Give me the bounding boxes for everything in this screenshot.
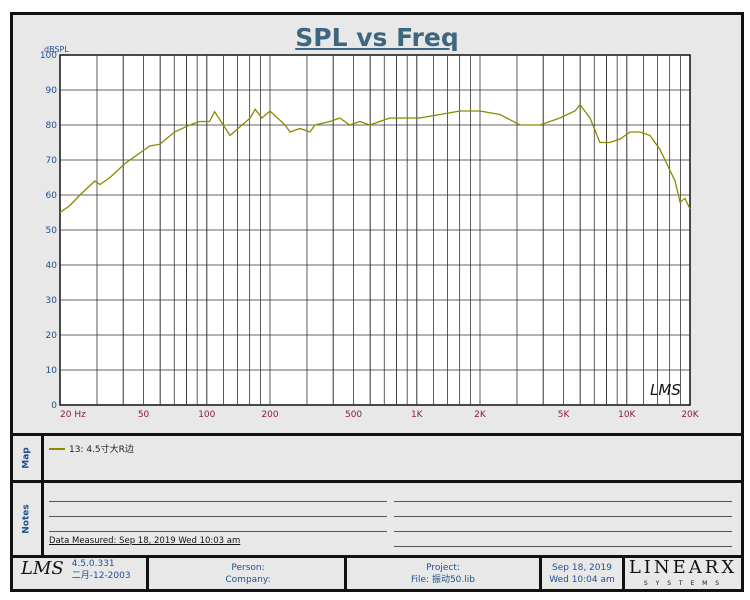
x-tick-label: 5K bbox=[558, 410, 571, 420]
x-tick-label: 20 Hz bbox=[60, 410, 86, 420]
y-tick-label: 90 bbox=[46, 86, 58, 96]
data-measured: Data Measured: Sep 18, 2019 Wed 10:03 am bbox=[49, 536, 241, 546]
y-tick-label: 100 bbox=[40, 51, 57, 61]
y-tick-label: 0 bbox=[51, 401, 57, 411]
x-tick-label: 100 bbox=[198, 410, 215, 420]
report-frame: SPL vs Freq 0 10 20 30 40 50 60 70 80 90 100 dBSPL 2… bbox=[10, 12, 744, 592]
map-label: Map bbox=[13, 436, 44, 480]
footer: LMS 4.5.0.331 二月-12-2003 Person: Company: … bbox=[13, 557, 741, 589]
y-tick-label: 10 bbox=[46, 366, 58, 376]
legend-entry: 13: 4.5寸大R边 bbox=[49, 442, 134, 455]
x-tick-label: 500 bbox=[345, 410, 362, 420]
chart-title: SPL vs Freq bbox=[295, 23, 459, 52]
y-tick-label: 60 bbox=[46, 191, 58, 201]
x-tick-label: 2K bbox=[474, 410, 487, 420]
y-tick-label: 50 bbox=[46, 226, 58, 236]
chart-section: SPL vs Freq 0 10 20 30 40 50 60 70 80 90 100 dBSPL 2… bbox=[13, 15, 741, 436]
x-tick-label: 200 bbox=[261, 410, 278, 420]
map-section: Map 13: 4.5寸大R边 bbox=[13, 436, 741, 483]
lms-logo: LMS bbox=[21, 558, 64, 579]
legend-swatch bbox=[49, 447, 65, 450]
spl-curve bbox=[59, 103, 691, 214]
lms-watermark: LMS bbox=[650, 381, 681, 399]
x-tick-label: 10K bbox=[618, 410, 636, 420]
notes-section: Notes Data Measured: Sep 18, 2019 Wed 10… bbox=[13, 483, 741, 558]
y-axis-label: dBSPL bbox=[44, 45, 69, 54]
x-tick-label: 20K bbox=[681, 410, 699, 420]
linearx-logo: LINEARX S Y S T E M S bbox=[628, 557, 738, 587]
y-tick-label: 30 bbox=[46, 296, 58, 306]
notes-label: Notes bbox=[13, 483, 44, 555]
x-tick-label: 50 bbox=[138, 410, 150, 420]
y-tick-label: 80 bbox=[46, 121, 58, 131]
y-tick-label: 40 bbox=[46, 261, 58, 271]
y-tick-label: 70 bbox=[46, 156, 58, 166]
y-tick-label: 20 bbox=[46, 331, 58, 341]
x-tick-label: 1K bbox=[411, 410, 424, 420]
